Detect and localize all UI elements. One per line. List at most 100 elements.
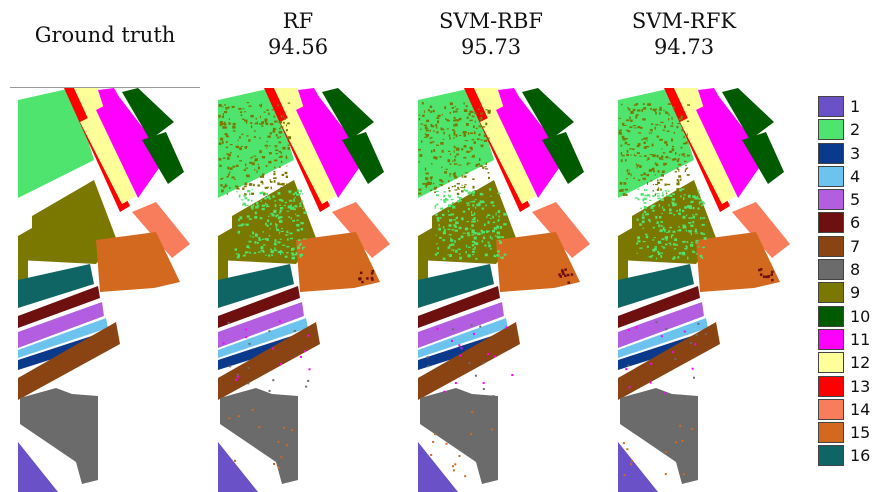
region-class-11 — [96, 98, 166, 198]
legend-label: 9 — [850, 283, 861, 303]
legend-swatch — [818, 235, 844, 257]
region-class-16 — [18, 264, 94, 308]
legend-swatch — [818, 259, 844, 281]
region-class-6 — [218, 286, 300, 328]
legend-swatch — [818, 445, 844, 467]
region-class-12 — [280, 112, 336, 204]
legend-label: 5 — [850, 190, 861, 210]
legend-label: 13 — [850, 376, 871, 396]
legend-label: 3 — [850, 143, 861, 163]
region-class-12 — [680, 112, 736, 204]
region-class-7 — [18, 322, 120, 400]
region-class-14 — [332, 202, 390, 258]
legend-swatch — [818, 422, 844, 444]
legend-swatch — [818, 398, 844, 420]
region-class-5 — [618, 302, 704, 348]
region-class-15 — [296, 232, 380, 292]
region-class-14 — [732, 202, 790, 258]
panel-score-rf: 94.56 — [267, 35, 329, 59]
region-class-7 — [418, 322, 520, 400]
legend-label: 2 — [850, 120, 861, 140]
region-class-5 — [418, 302, 504, 348]
region-class-2 — [418, 88, 494, 198]
region-class-5 — [218, 302, 304, 348]
panel-title-svmrbf: SVM-RBF 95.73 — [396, 8, 586, 60]
region-class-10 — [142, 132, 184, 184]
region-class-11 — [696, 98, 766, 198]
region-class-1 — [418, 442, 458, 492]
region-class-4 — [418, 318, 508, 358]
map-ground-truth — [18, 88, 198, 492]
region-class-11 — [296, 98, 366, 198]
region-class-14 — [532, 202, 590, 258]
region-class-10 — [322, 88, 374, 140]
region-class-6 — [618, 286, 700, 328]
region-class-1 — [218, 442, 258, 492]
region-class-16 — [218, 264, 294, 308]
region-class-14 — [132, 202, 190, 258]
region-class-6 — [18, 286, 100, 328]
legend-swatch — [818, 189, 844, 211]
region-class-5 — [18, 302, 104, 348]
region-class-9 — [18, 180, 116, 264]
legend-swatch — [818, 305, 844, 327]
map-svm-rfk — [618, 88, 798, 492]
legend-label: 10 — [850, 306, 871, 326]
region-class-12 — [80, 112, 136, 204]
classification-noise — [218, 102, 375, 469]
panel-title-svmrfk: SVM-RFK 94.73 — [589, 8, 779, 60]
legend-label: 4 — [850, 166, 861, 186]
legend-swatch — [818, 375, 844, 397]
region-class-4 — [618, 318, 708, 358]
map-rf — [218, 88, 398, 492]
region-class-10 — [122, 88, 174, 140]
region-class-1 — [618, 442, 658, 492]
panel-score-svmrfk: 94.73 — [653, 35, 715, 59]
legend-label: 15 — [850, 423, 871, 443]
header-divider — [10, 87, 200, 88]
region-class-16 — [618, 264, 694, 308]
legend-swatch — [818, 165, 844, 187]
legend-swatch — [818, 282, 844, 304]
region-class-10 — [722, 88, 774, 140]
legend-swatch — [818, 212, 844, 234]
region-class-8 — [420, 388, 498, 484]
region-class-8 — [20, 388, 98, 484]
legend-label: 1 — [850, 97, 861, 116]
legend-swatch — [818, 352, 844, 374]
classification-noise — [418, 102, 574, 478]
region-class-7 — [618, 322, 720, 400]
legend-swatch — [818, 328, 844, 350]
region-class-11 — [496, 98, 566, 198]
region-class-4 — [218, 318, 308, 358]
legend-label: 16 — [850, 446, 871, 466]
legend-label: 11 — [850, 329, 871, 349]
region-class-10 — [342, 132, 384, 184]
region-class-10 — [742, 132, 784, 184]
legend-label: 8 — [850, 260, 861, 280]
region-class-4 — [18, 318, 108, 358]
legend-label: 12 — [850, 353, 871, 373]
legend-swatch — [818, 119, 844, 141]
region-class-10 — [542, 132, 584, 184]
region-class-16 — [418, 264, 494, 308]
region-class-10 — [522, 88, 574, 140]
region-class-15 — [696, 232, 780, 292]
panel-title-rf: RF 94.56 — [203, 8, 393, 60]
panel-title-gt: Ground truth — [34, 23, 176, 47]
region-class-15 — [496, 232, 580, 292]
legend-swatch — [818, 142, 844, 164]
region-class-15 — [96, 232, 180, 292]
legend-label: 14 — [850, 399, 871, 419]
region-class-7 — [218, 322, 320, 400]
legend-swatch — [818, 96, 844, 117]
region-class-2 — [18, 88, 94, 198]
classification-noise — [618, 103, 774, 477]
region-class-6 — [418, 286, 500, 328]
legend-label: 7 — [850, 236, 861, 256]
region-class-1 — [18, 442, 58, 492]
region-class-8 — [620, 388, 698, 484]
panel-score-svmrbf: 95.73 — [460, 35, 522, 59]
region-class-12 — [480, 112, 536, 204]
legend-label: 6 — [850, 213, 861, 233]
